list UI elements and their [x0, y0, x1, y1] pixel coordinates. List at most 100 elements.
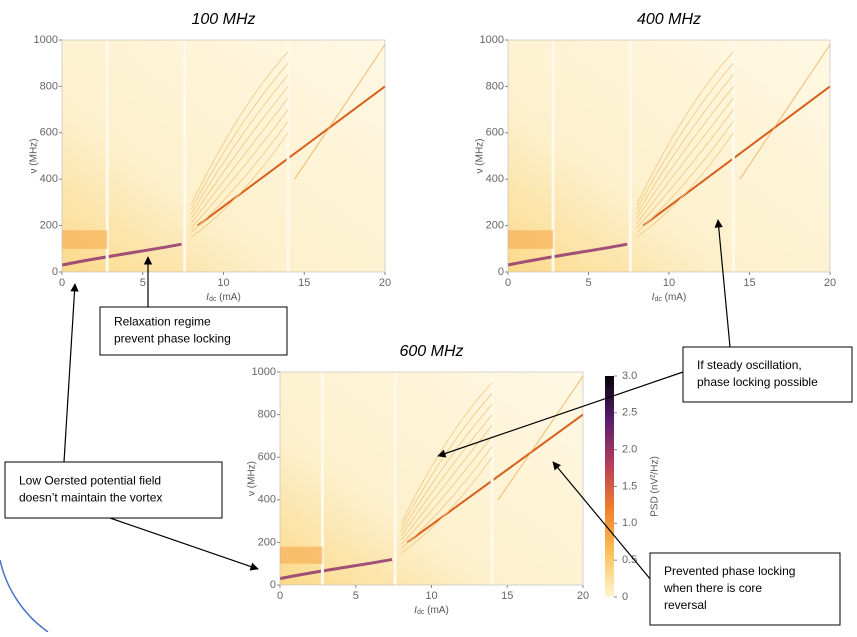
colorbar-tick-label: 2.5: [622, 407, 637, 419]
annotation-box: [99, 306, 288, 356]
y-tick-label: 1000: [252, 366, 276, 378]
annotation-text: phase locking possible: [697, 375, 818, 389]
chart-title: 400 MHz: [637, 11, 701, 28]
y-tick-label: 600: [486, 127, 504, 139]
heatmap-background: [280, 372, 583, 585]
heatmap-feature: [636, 132, 734, 238]
x-axis-label-part: I: [652, 292, 655, 303]
heatmap-feature: [400, 425, 493, 541]
annotation-arrow: [437, 371, 684, 458]
annotation-box: [4, 461, 223, 519]
y-tick-label: 0: [52, 266, 58, 278]
heatmap-feature: [508, 230, 554, 249]
x-tick-label: 10: [663, 277, 675, 289]
colorbar: [605, 376, 614, 597]
x-axis-label-part: (mA): [424, 605, 448, 616]
annotation-text: Low Oersted potential field: [19, 474, 161, 488]
plot: [279, 371, 584, 586]
x-tick-label: 5: [585, 277, 591, 289]
y-tick-label: 800: [486, 80, 504, 92]
y-axis-label: ν (MHz): [475, 139, 486, 174]
annotation-text: doesn’t maintain the vortex: [19, 491, 162, 505]
y-tick-label: 1000: [480, 34, 504, 46]
annotation-text: reversal: [664, 598, 707, 612]
colorbar-tick-label: 1.5: [622, 480, 637, 492]
annotation-text: Prevented phase locking: [664, 564, 795, 578]
y-tick-label: 400: [258, 494, 276, 506]
y-axis-label: ν (MHz): [247, 461, 258, 496]
heatmap-feature: [642, 85, 831, 227]
x-tick-label: 5: [353, 590, 359, 602]
annotation-arrow: [109, 517, 259, 571]
x-axis-label-part: dc: [654, 296, 662, 303]
annotation-box: [682, 346, 853, 403]
y-tick-label: 800: [258, 409, 276, 421]
x-tick-label: 15: [298, 277, 310, 289]
heatmap-feature: [400, 446, 493, 550]
x-tick-label: 0: [277, 590, 283, 602]
x-tick-label: 10: [425, 590, 437, 602]
x-axis-label-part: (mA): [662, 292, 686, 303]
y-tick-label: 200: [40, 220, 58, 232]
heatmap-feature: [636, 109, 734, 229]
colorbar-tick-label: 0.5: [622, 554, 637, 566]
heatmap-feature: [497, 375, 584, 501]
x-tick-label: 20: [824, 277, 836, 289]
x-axis-label: Idc (mA): [414, 605, 449, 616]
x-axis-label-part: dc: [417, 609, 425, 616]
heatmap-background: [508, 40, 830, 272]
heatmap-feature: [636, 86, 734, 219]
chart-title: 600 MHz: [399, 343, 463, 360]
heatmap-feature: [636, 62, 734, 210]
y-axis-label: ν (MHz): [29, 139, 40, 174]
x-axis-label-part: dc: [209, 296, 217, 303]
heatmap-feature: [400, 403, 493, 532]
annotation-arrow: [63, 283, 79, 463]
y-tick-label: 400: [40, 173, 58, 185]
x-tick-label: 15: [501, 590, 513, 602]
annotation-text: Relaxation regime: [114, 315, 211, 329]
heatmap-feature: [739, 44, 831, 180]
heatmap-feature: [190, 51, 289, 205]
y-tick-label: 800: [40, 80, 58, 92]
heatmap-feature: [61, 242, 182, 267]
heatmap-feature: [279, 557, 393, 581]
heatmap-feature: [400, 435, 493, 545]
colorbar-tick-label: 3.0: [622, 370, 637, 382]
x-tick-label: 0: [505, 277, 511, 289]
y-tick-label: 0: [498, 266, 504, 278]
heatmap-feature: [636, 74, 734, 215]
y-tick-label: 1000: [34, 34, 58, 46]
heatmap-feature: [406, 413, 584, 544]
heatmap-feature: [636, 120, 734, 233]
heatmap-feature: [400, 414, 493, 537]
colorbar-tick-label: 1.0: [622, 517, 637, 529]
heatmap-feature: [190, 109, 289, 229]
x-tick-label: 0: [59, 277, 65, 289]
heatmap-feature: [294, 44, 386, 180]
x-axis-label: Idc (mA): [206, 292, 241, 303]
annotation-text: If steady oscillation,: [697, 358, 802, 372]
x-axis-label: Idc (mA): [652, 292, 687, 303]
plot: [507, 39, 831, 273]
decor-arc: [0, 559, 49, 633]
heatmap-feature: [190, 74, 289, 215]
heatmap-feature: [197, 85, 386, 227]
plot: [61, 39, 386, 273]
annotation-text: when there is core: [663, 581, 762, 595]
y-tick-label: 200: [486, 220, 504, 232]
colorbar-label: PSD (nV²/Hz): [650, 456, 661, 517]
heatmap-feature: [190, 132, 289, 238]
annotation-text: prevent phase locking: [114, 332, 231, 346]
x-axis-label-part: I: [414, 605, 417, 616]
y-tick-label: 0: [270, 579, 276, 591]
y-tick-label: 200: [258, 536, 276, 548]
heatmap-feature: [62, 230, 108, 249]
heatmap-feature: [400, 456, 493, 554]
y-tick-label: 600: [40, 127, 58, 139]
x-tick-label: 15: [743, 277, 755, 289]
y-tick-label: 600: [258, 451, 276, 463]
annotation-box: [649, 552, 841, 626]
heatmap-feature: [636, 97, 734, 224]
annotation-arrow: [714, 219, 731, 348]
